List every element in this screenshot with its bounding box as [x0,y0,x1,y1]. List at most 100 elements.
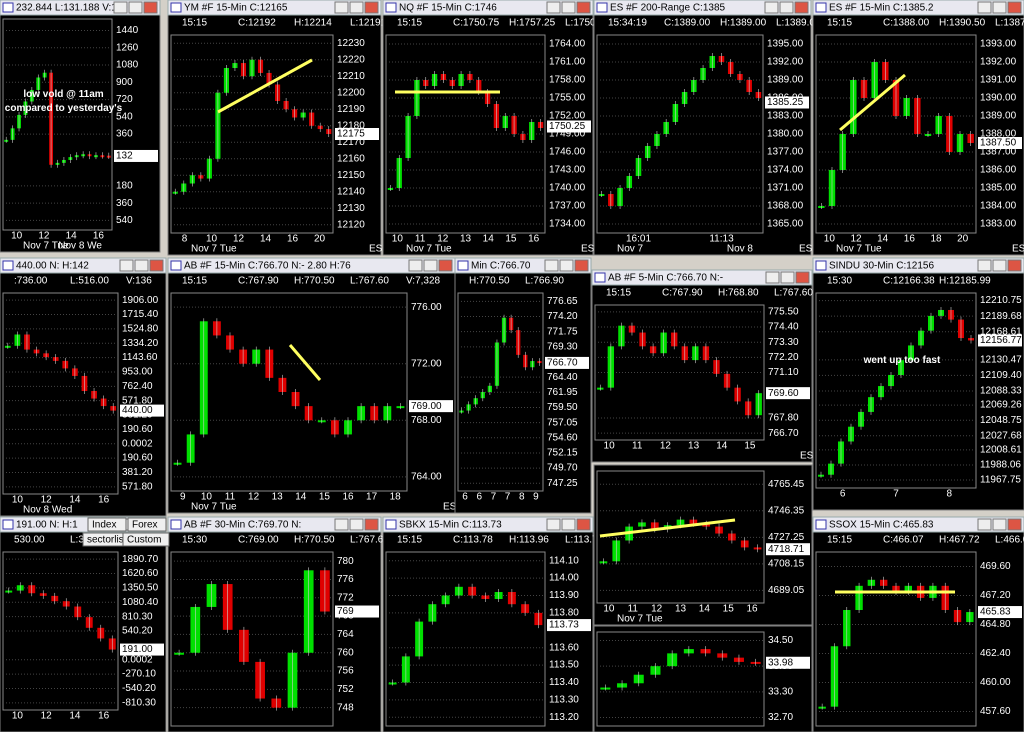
stat-value: C:12192 [238,18,276,29]
chart-window: AB #F 30-Min C:769.70 N: 15:30 C:769.00 H:7… [167,516,389,732]
maximize-button[interactable] [992,518,1007,531]
close-button[interactable] [574,259,589,272]
y-tick-label: 754.60 [547,432,578,443]
maximize-button[interactable] [561,1,576,14]
x-tick-label: 10 [604,441,616,452]
x-tick-label: 16 [287,234,299,245]
stat-value: C:12166.38 [883,276,935,287]
y-tick-label: 1384.00 [980,201,1017,212]
y-tick-label: 760 [337,647,354,658]
close-button[interactable] [364,518,379,531]
close-button[interactable] [438,259,453,272]
y-tick-label: 757.05 [547,417,578,428]
y-tick-label: 768.00 [411,415,442,426]
y-tick-label: 12170 [337,137,365,148]
window-frame [167,516,382,732]
y-tick-label: 12230 [337,38,365,49]
date-label: Nov 7 Tue [23,241,69,252]
close-button[interactable] [1007,1,1022,14]
app-icon [596,2,608,13]
chart-window: AB #F 5-Min C:766.70 N:- 15:15 C:767.90 H:7… [591,269,814,463]
minimize-button[interactable] [764,1,779,14]
maximize-button[interactable] [423,259,438,272]
close-button[interactable] [143,1,158,14]
window-title: ES #F 200-Range C:1385 [610,3,726,14]
maximize-button[interactable] [992,259,1007,272]
y-tick-label: 771.75 [547,326,578,337]
window-title: AB #F 30-Min C:769.70 N: [184,520,301,531]
close-button[interactable] [1007,518,1022,531]
close-button[interactable] [364,1,379,14]
minimize-button[interactable] [334,1,349,14]
maximize-button[interactable] [559,259,574,272]
minimize-button[interactable] [977,1,992,14]
y-tick-label: 1392.00 [767,57,804,68]
minimize-button[interactable] [334,518,349,531]
stat-value: :736.00 [14,276,48,287]
last-price-box [114,149,158,162]
x-tick-label: 20 [957,234,969,245]
window-frame [812,257,1024,511]
window-frame [0,516,167,732]
app-icon [2,2,14,13]
close-button[interactable] [576,518,591,531]
maximize-button[interactable] [992,1,1007,14]
minimize-button[interactable] [977,259,992,272]
maximize-button[interactable] [780,271,795,284]
stat-value: L:767.60 [350,276,389,287]
x-tick-label: 10 [12,495,24,506]
chart-window: ES #F 200-Range C:1385 15:34:19 C:1389.00 H… [593,0,821,256]
y-tick-label: 540 [116,111,133,122]
y-tick-label: 1387.00 [980,147,1017,158]
last-price-label: 1750.25 [549,121,586,132]
app-icon [2,260,14,271]
x-tick-label: 15 [319,492,331,503]
maximize-button[interactable] [134,259,149,272]
tab[interactable] [87,517,127,532]
y-tick-label: 114.10 [549,555,579,566]
title-bar [593,0,812,16]
window-frame [454,257,592,514]
minimize-button[interactable] [408,259,423,272]
x-tick-label: 16 [98,495,110,506]
close-button[interactable] [795,271,810,284]
maximize-button[interactable] [779,1,794,14]
y-tick-label: 764 [337,629,354,640]
x-tick-label: 9 [533,492,539,503]
y-tick-label: 34.50 [768,635,793,646]
maximize-button[interactable] [349,1,364,14]
minimize-button[interactable] [546,1,561,14]
last-price-label: 191.00 [122,644,153,655]
minimize-button[interactable] [544,259,559,272]
close-button[interactable] [149,259,164,272]
window-frame [593,0,812,256]
x-tick-label: 11 [225,492,236,503]
x-tick-label: 14 [66,231,78,242]
stat-value: H:1757.25 [509,18,556,29]
minimize-button[interactable] [977,518,992,531]
y-tick-label: 900 [116,77,133,88]
stat-value: H:770.50 [294,276,335,287]
maximize-button[interactable] [128,1,143,14]
y-tick-label: 1393.00 [980,39,1017,50]
window-title: 440.00 N: H:142 [16,261,89,272]
maximize-button[interactable] [561,518,576,531]
y-tick-label: 113.30 [549,695,579,706]
minimize-button[interactable] [765,271,780,284]
y-tick-label: 540.20 [122,626,153,637]
close-button[interactable] [1007,259,1022,272]
x-tick-label: 14 [877,234,889,245]
stat-value: 15:34:19 [608,18,647,29]
close-button[interactable] [576,1,591,14]
minimize-button[interactable] [546,518,561,531]
x-tick-label: 18 [390,492,402,503]
minimize-button[interactable] [119,259,134,272]
tab[interactable] [127,517,167,532]
minimize-button[interactable] [113,1,128,14]
tab[interactable] [122,532,170,547]
y-tick-label: 1390.00 [980,93,1017,104]
close-button[interactable] [794,1,809,14]
maximize-button[interactable] [349,518,364,531]
y-tick-label: 460.00 [980,677,1011,688]
y-tick-label: 113.40 [549,677,579,688]
